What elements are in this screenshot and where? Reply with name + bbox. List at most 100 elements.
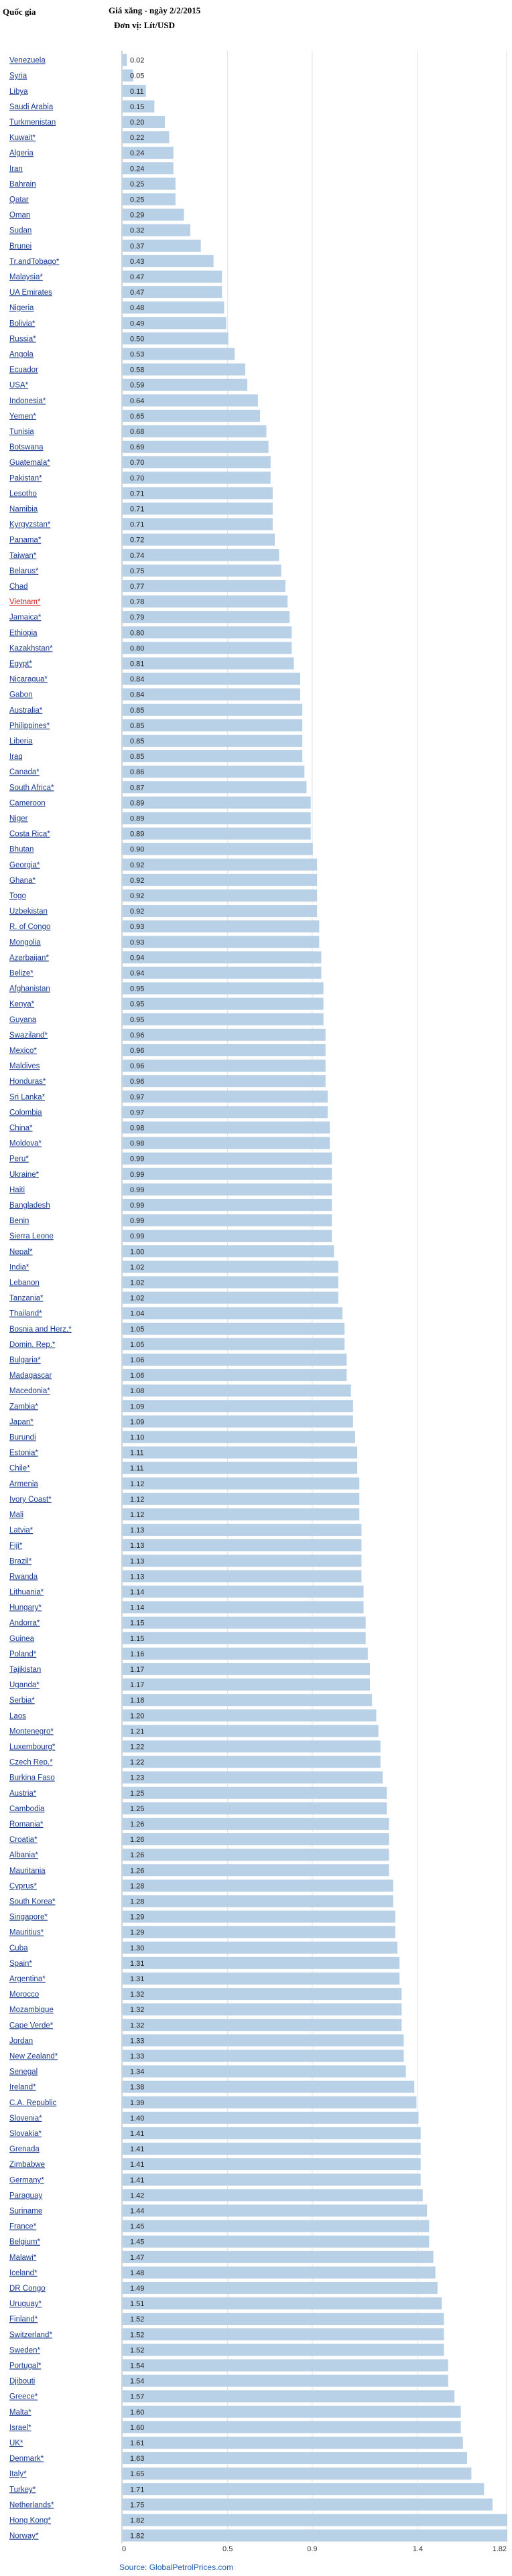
- category-label[interactable]: India*: [9, 1263, 29, 1271]
- category-label[interactable]: Libya: [9, 88, 28, 96]
- category-label[interactable]: Guyana: [9, 1016, 37, 1024]
- category-label[interactable]: Nigeria: [9, 304, 34, 312]
- category-label[interactable]: Belgium*: [9, 2238, 41, 2246]
- category-label[interactable]: Jordan: [9, 2037, 33, 2045]
- category-label[interactable]: Iraq: [9, 753, 23, 761]
- category-label[interactable]: Czech Rep.*: [9, 1759, 53, 1767]
- category-label[interactable]: Lesotho: [9, 490, 37, 498]
- category-label[interactable]: New Zealand*: [9, 2052, 58, 2060]
- category-label[interactable]: Belize*: [9, 969, 34, 977]
- category-label[interactable]: Cyprus*: [9, 1882, 37, 1890]
- category-label[interactable]: Montenegro*: [9, 1727, 54, 1735]
- category-label[interactable]: Tanzania*: [9, 1295, 44, 1303]
- category-label[interactable]: Moldova*: [9, 1140, 42, 1148]
- category-label[interactable]: Ivory Coast*: [9, 1496, 52, 1504]
- category-label[interactable]: Georgia*: [9, 861, 40, 869]
- category-label[interactable]: Poland*: [9, 1650, 37, 1658]
- category-label[interactable]: Cambodia: [9, 1805, 45, 1813]
- category-label[interactable]: South Africa*: [9, 784, 54, 792]
- category-label[interactable]: Lithuania*: [9, 1588, 44, 1596]
- category-label[interactable]: Malawi*: [9, 2254, 37, 2262]
- category-label[interactable]: Vietnam*: [9, 598, 41, 606]
- category-label[interactable]: Singapore*: [9, 1914, 48, 1922]
- category-label[interactable]: Uzbekistan: [9, 908, 48, 916]
- category-label[interactable]: Egypt*: [9, 660, 32, 668]
- category-label[interactable]: Hong Kong*: [9, 2516, 52, 2524]
- category-label[interactable]: Malta*: [9, 2409, 31, 2417]
- category-label[interactable]: Turkmenistan: [9, 119, 56, 127]
- category-label[interactable]: Djibouti: [9, 2378, 35, 2386]
- category-label[interactable]: C.A. Republic: [9, 2099, 57, 2107]
- category-label[interactable]: Armenia: [9, 1480, 38, 1488]
- category-label[interactable]: Panama*: [9, 536, 42, 545]
- category-label[interactable]: Tr.andTobago*: [9, 258, 60, 266]
- category-label[interactable]: Iceland*: [9, 2269, 38, 2277]
- category-label[interactable]: Ireland*: [9, 2084, 36, 2092]
- category-label[interactable]: Norway*: [9, 2532, 39, 2541]
- category-label[interactable]: Russia*: [9, 335, 36, 343]
- category-label[interactable]: Indonesia*: [9, 397, 46, 405]
- category-label[interactable]: Philippines*: [9, 722, 50, 730]
- category-label[interactable]: Sierra Leone: [9, 1232, 54, 1240]
- category-label[interactable]: France*: [9, 2223, 37, 2231]
- category-label[interactable]: Cuba: [9, 1944, 28, 1952]
- category-label[interactable]: Israel*: [9, 2424, 31, 2432]
- category-label[interactable]: Benin: [9, 1217, 29, 1225]
- category-label[interactable]: Kyrgyzstan*: [9, 521, 51, 529]
- category-label[interactable]: Slovakia*: [9, 2130, 42, 2138]
- category-label[interactable]: Colombia: [9, 1108, 42, 1117]
- category-label[interactable]: Kuwait*: [9, 134, 36, 142]
- category-label[interactable]: Mali: [9, 1511, 23, 1519]
- category-label[interactable]: UK*: [9, 2439, 23, 2447]
- category-label[interactable]: DR Congo: [9, 2285, 46, 2293]
- category-label[interactable]: Swaziland*: [9, 1031, 48, 1040]
- category-label[interactable]: Suriname: [9, 2207, 42, 2215]
- category-label[interactable]: Domin. Rep.*: [9, 1341, 56, 1349]
- category-label[interactable]: Rwanda: [9, 1573, 38, 1581]
- category-label[interactable]: Luxembourg*: [9, 1743, 56, 1751]
- category-label[interactable]: Kenya*: [9, 1001, 35, 1009]
- category-label[interactable]: Namibia: [9, 505, 38, 513]
- category-label[interactable]: Burkina Faso: [9, 1774, 55, 1782]
- category-label[interactable]: Sweden*: [9, 2346, 41, 2354]
- category-label[interactable]: Botswana: [9, 443, 44, 451]
- category-label[interactable]: Australia*: [9, 707, 43, 715]
- category-label[interactable]: Angola: [9, 350, 34, 358]
- category-label[interactable]: Saudi Arabia: [9, 103, 54, 111]
- category-label[interactable]: Afghanistan: [9, 985, 50, 993]
- category-label[interactable]: Romania*: [9, 1820, 44, 1829]
- category-label[interactable]: Bolivia*: [9, 319, 36, 328]
- category-label[interactable]: Iran: [9, 165, 23, 173]
- category-label[interactable]: South Korea*: [9, 1898, 56, 1906]
- category-label[interactable]: Venezuela: [9, 57, 46, 65]
- category-label[interactable]: Taiwan*: [9, 552, 37, 560]
- category-label[interactable]: R. of Congo: [9, 923, 50, 931]
- category-label[interactable]: UA Emirates: [9, 289, 52, 297]
- category-label[interactable]: China*: [9, 1124, 33, 1132]
- category-label[interactable]: Liberia: [9, 737, 33, 745]
- category-label[interactable]: Maldives: [9, 1062, 40, 1070]
- category-label[interactable]: Ecuador: [9, 366, 38, 374]
- category-label[interactable]: Costa Rica*: [9, 831, 50, 839]
- category-label[interactable]: Malaysia*: [9, 273, 43, 281]
- category-label[interactable]: Finland*: [9, 2315, 38, 2323]
- category-label[interactable]: Kazakhstan*: [9, 644, 53, 652]
- source-link[interactable]: Source: GlobalPetrolPrices.com: [119, 2563, 234, 2572]
- category-label[interactable]: Tajikistan: [9, 1666, 41, 1674]
- category-label[interactable]: Algeria: [9, 149, 34, 157]
- category-label[interactable]: Latvia*: [9, 1526, 34, 1534]
- category-label[interactable]: Canada*: [9, 768, 40, 776]
- category-label[interactable]: Croatia*: [9, 1836, 38, 1844]
- category-label[interactable]: Brazil*: [9, 1557, 32, 1565]
- category-label[interactable]: Zambia*: [9, 1403, 38, 1411]
- category-label[interactable]: Peru*: [9, 1155, 29, 1163]
- category-label[interactable]: Mauritania: [9, 1867, 46, 1875]
- category-label[interactable]: Grenada: [9, 2145, 40, 2153]
- category-label[interactable]: Estonia*: [9, 1449, 38, 1457]
- category-label[interactable]: Switzerland*: [9, 2331, 52, 2339]
- category-label[interactable]: Bangladesh: [9, 1202, 50, 1210]
- category-label[interactable]: Greece*: [9, 2393, 38, 2401]
- category-label[interactable]: Germany*: [9, 2176, 44, 2184]
- category-label[interactable]: Bahrain: [9, 180, 36, 188]
- category-label[interactable]: Netherlands*: [9, 2501, 54, 2509]
